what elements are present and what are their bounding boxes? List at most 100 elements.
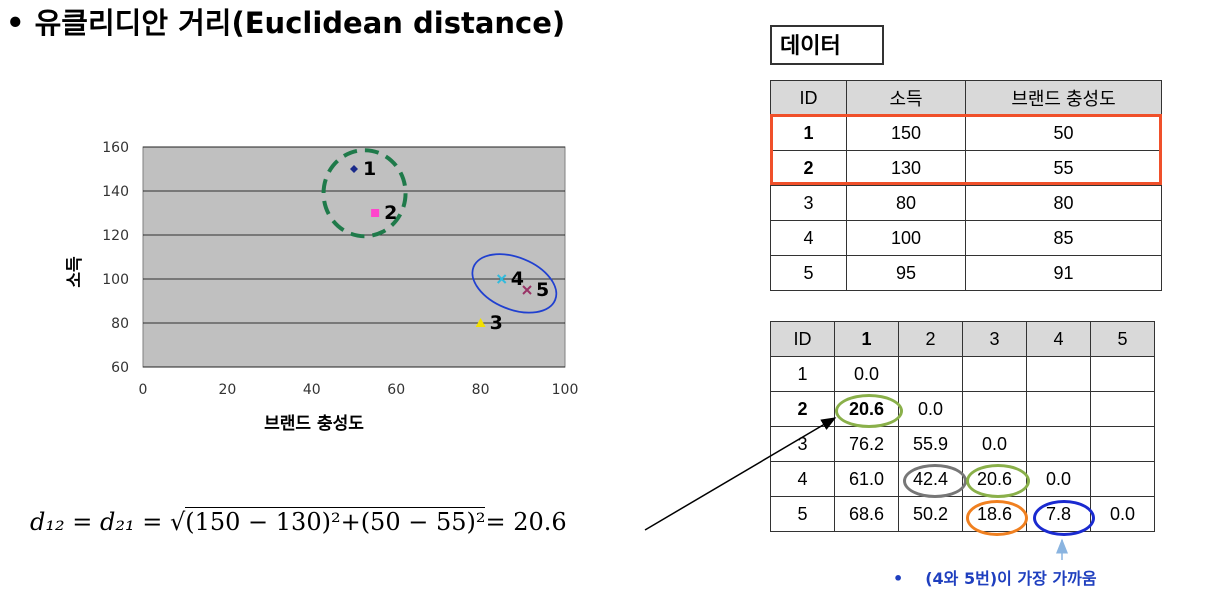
matrix-cell: [1026, 356, 1091, 392]
cell-loyalty: 50: [965, 115, 1162, 151]
point-label: 3: [490, 312, 503, 334]
y-tick-label: 120: [102, 228, 129, 244]
formula-radicand: (150 − 130)²+(50 − 55)²: [185, 507, 486, 536]
table-row: 1 150 50: [770, 115, 1162, 151]
plot-area: [142, 146, 566, 368]
point-label: 4: [511, 268, 524, 290]
matrix-cell: 61.0: [834, 461, 899, 497]
note-text: (4와 5번)이 가장 가까움: [925, 569, 1097, 588]
distance-matrix: ID 1 2 3 4 5 1 0.0 2 20.6 0.0 3 76.2 55.…: [770, 321, 1155, 532]
cell-income: 100: [846, 220, 966, 256]
y-tick-label: 160: [102, 140, 129, 156]
x-tick-label: 80: [472, 382, 490, 398]
matrix-row-id: 4: [770, 461, 835, 497]
matrix-row-id: 5: [770, 496, 835, 532]
matrix-row-id: 3: [770, 426, 835, 462]
x-axis-label: 브랜드 충성도: [264, 414, 364, 434]
y-tick-label: 60: [111, 360, 129, 376]
cell-loyalty: 91: [965, 255, 1162, 291]
x-tick-label: 0: [139, 382, 148, 398]
matrix-cell: [962, 391, 1027, 427]
data-table: ID 소득 브랜드 충성도 1 150 50 2 130 55 3 80 80 …: [770, 80, 1162, 291]
formula-result: = 20.6: [485, 508, 567, 536]
cell-income: 130: [846, 150, 966, 186]
page-title: • 유클리디안 거리(Euclidean distance): [6, 6, 566, 40]
highlight-rows-1-2: [770, 114, 1162, 185]
data-point: [522, 285, 532, 295]
matrix-cell: [962, 356, 1027, 392]
point-label: 2: [384, 202, 397, 224]
ring-green-20-6-b: [966, 464, 1030, 498]
y-tick-label: 80: [111, 316, 129, 332]
table-row: 1 0.0: [770, 356, 1155, 392]
matrix-header-id: ID: [770, 321, 835, 357]
table-row: 2 130 55: [770, 150, 1162, 186]
cell-loyalty: 85: [965, 220, 1162, 256]
note-bullet: •: [893, 569, 904, 588]
x-tick-label: 60: [387, 382, 405, 398]
matrix-header-5: 5: [1090, 321, 1155, 357]
matrix-cell: 55.9: [898, 426, 963, 462]
cluster-ring-blue: [471, 253, 558, 314]
header-loyalty: 브랜드 충성도: [965, 80, 1162, 116]
data-point: [475, 318, 486, 327]
table-row: 2 20.6 0.0: [770, 391, 1155, 427]
matrix-cell: [1090, 391, 1155, 427]
point-label: 5: [536, 279, 549, 301]
matrix-row-id: 1: [770, 356, 835, 392]
closest-pair-note: • (4와 5번)이 가장 가까움: [893, 565, 1097, 589]
matrix-header-1: 1: [834, 321, 899, 357]
y-tick-label: 140: [102, 184, 129, 200]
ring-blue-7-8: [1033, 500, 1095, 536]
matrix-header-4: 4: [1026, 321, 1091, 357]
matrix-cell: 50.2: [898, 496, 963, 532]
scatter-chart: 60 80 100 120 140 160 0 20 40 60 80 100 브랜드 충성도 소득 12 3…: [65, 140, 579, 434]
y-axis-label: 소득: [65, 256, 85, 288]
matrix-cell: [1090, 426, 1155, 462]
table-row: 5 95 91: [770, 255, 1162, 291]
matrix-cell: [1090, 356, 1155, 392]
cell-income: 95: [846, 255, 966, 291]
matrix-cell: 0.0: [834, 356, 899, 392]
cell-income: 80: [846, 185, 966, 221]
matrix-cell: [1090, 461, 1155, 497]
matrix-cell: 76.2: [834, 426, 899, 462]
data-point: [350, 165, 358, 173]
ring-orange-18-6: [966, 500, 1028, 536]
matrix-cell: 0.0: [898, 391, 963, 427]
cell-id: 4: [770, 220, 847, 256]
x-tick-label: 40: [303, 382, 321, 398]
table-row: 4 100 85: [770, 220, 1162, 256]
data-table-label: 데이터: [770, 25, 884, 65]
matrix-cell: 68.6: [834, 496, 899, 532]
point-label: 1: [363, 158, 376, 180]
table-row: 3 76.2 55.9 0.0: [770, 426, 1155, 462]
matrix-header-2: 2: [898, 321, 963, 357]
matrix-cell: 0.0: [1090, 496, 1155, 532]
cluster-ring-green: [321, 148, 408, 239]
ring-green-20-6-a: [835, 394, 903, 428]
header-income: 소득: [846, 80, 966, 116]
cell-id: 2: [770, 150, 847, 186]
data-point: [371, 209, 380, 217]
table-row: 3 80 80: [770, 185, 1162, 221]
matrix-cell: 0.0: [1026, 461, 1091, 497]
x-tick-label: 100: [552, 382, 579, 398]
cell-id: 3: [770, 185, 847, 221]
matrix-cell: [1026, 426, 1091, 462]
data-table-header: ID 소득 브랜드 충성도: [770, 80, 1162, 116]
x-tick-label: 20: [218, 382, 236, 398]
cell-loyalty: 55: [965, 150, 1162, 186]
header-id: ID: [770, 80, 847, 116]
cell-income: 150: [846, 115, 966, 151]
table-row: 5 68.6 50.2 18.6 7.8 0.0: [770, 496, 1155, 532]
distance-formula: d₁₂ = d₂₁ = √(150 − 130)²+(50 − 55)²= 20…: [30, 507, 567, 536]
formula-lhs: d₁₂ = d₂₁ = √: [30, 508, 186, 536]
data-point: [496, 274, 507, 284]
cell-id: 5: [770, 255, 847, 291]
matrix-header: ID 1 2 3 4 5: [770, 321, 1155, 357]
matrix-row-id: 2: [770, 391, 835, 427]
cell-loyalty: 80: [965, 185, 1162, 221]
ring-gray-42-4: [903, 464, 967, 498]
matrix-cell: 0.0: [962, 426, 1027, 462]
